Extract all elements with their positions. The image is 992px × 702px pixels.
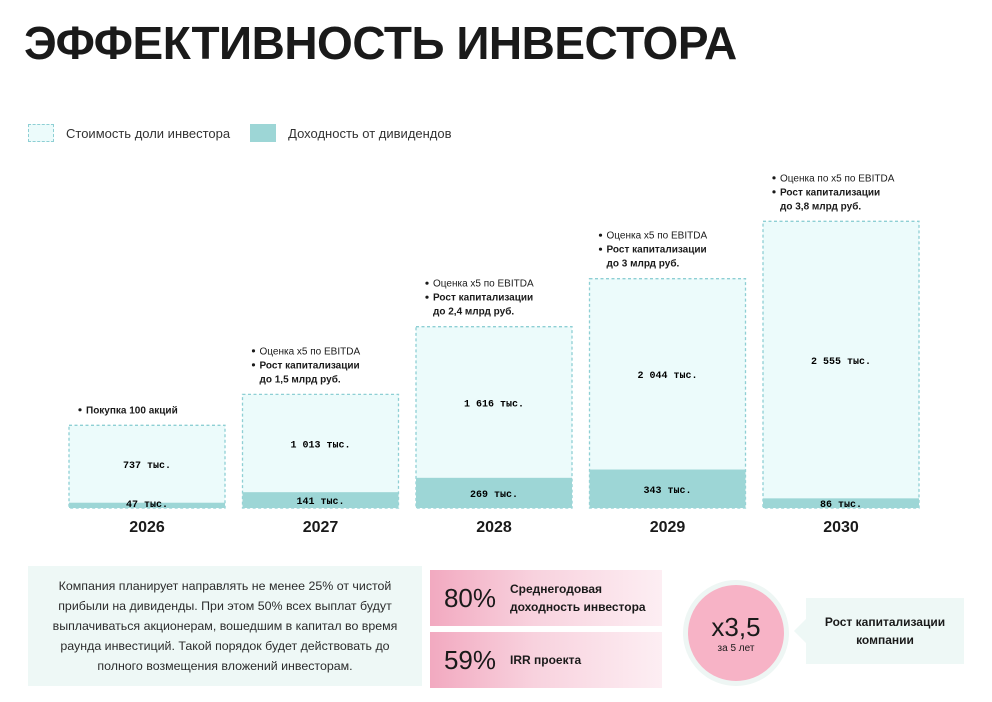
bar-dividends-2028 bbox=[416, 477, 572, 508]
legend-label-dividends: Доходность от дивидендов bbox=[288, 125, 452, 141]
annotation-bullet-2027-2 bbox=[251, 363, 256, 367]
year-label-2027: 2027 bbox=[303, 519, 339, 536]
value-label-2028: 1 616 тыс. bbox=[464, 399, 524, 410]
page-title: ЭФФЕКТИВНОСТЬ ИНВЕСТОРА bbox=[24, 17, 737, 69]
year-label-2026: 2026 bbox=[129, 519, 165, 536]
bar-value-2028 bbox=[415, 326, 573, 509]
value-label-2029: 2 044 тыс. bbox=[637, 371, 697, 382]
year-label-2029: 2029 bbox=[650, 519, 686, 536]
dividend-label-2029: 343 тыс. bbox=[643, 486, 691, 497]
stat-annual-yield: 80% Среднегодовая доходность инвестора bbox=[430, 570, 662, 626]
bar-chart: 737 тыс. 47 тыс. 2026 Покупка 100 акций 1 01… bbox=[68, 173, 920, 536]
annotation-2027-line-3: до 1,5 млрд руб. bbox=[260, 373, 341, 385]
annotation-bullet-2027-1 bbox=[251, 349, 256, 353]
annotation-bullet-2026-1 bbox=[78, 408, 82, 412]
annotation-2030-line-3: до 3,8 млрд руб. bbox=[780, 200, 861, 212]
dividend-label-2026: 47 тыс. bbox=[126, 500, 168, 511]
capitalization-growth-callout: Рост капитализации компании bbox=[794, 598, 964, 664]
multiplier-caption: за 5 лет bbox=[717, 642, 755, 654]
stat-annual-yield-label: Среднегодовая доходность инвестора bbox=[510, 580, 646, 616]
legend-label-value: Стоимость доли инвестора bbox=[66, 125, 231, 141]
legend-swatch-value bbox=[28, 124, 54, 142]
stat-annual-yield-label-line1: Среднегодовая bbox=[510, 582, 603, 596]
chart-legend: Стоимость доли инвестора Доходность от д… bbox=[28, 124, 472, 142]
dividend-policy-text: Компания планирует направлять не менее 2… bbox=[28, 566, 422, 686]
stat-annual-yield-value: 80% bbox=[443, 582, 497, 613]
annotation-2029-line-2: Рост капитализации bbox=[607, 245, 707, 256]
annotation-2027-line-1: Оценка x5 по EBITDA bbox=[260, 346, 361, 357]
year-label-2030: 2030 bbox=[823, 519, 859, 536]
dividend-label-2027: 141 тыс. bbox=[296, 497, 344, 508]
annotation-bullet-2028-1 bbox=[425, 281, 429, 285]
annotation-bullet-2029-1 bbox=[598, 233, 603, 237]
bar-dividends-2027 bbox=[242, 492, 399, 508]
annotation-2026-line-1: Покупка 100 акций bbox=[86, 405, 178, 416]
bar-value-2030 bbox=[762, 220, 920, 509]
value-label-2026: 737 тыс. bbox=[123, 461, 171, 472]
multiplier-badge: x3,5 за 5 лет bbox=[683, 580, 789, 686]
capitalization-growth-line2: компании bbox=[856, 633, 914, 647]
dividend-label-2028: 269 тыс. bbox=[470, 490, 518, 501]
annotation-2028-line-3: до 2,4 млрд руб. bbox=[433, 306, 514, 318]
annotation-bullet-2030-2 bbox=[772, 190, 776, 194]
annotation-2030-line-2: Рост капитализации bbox=[780, 187, 880, 198]
annotation-2028-line-1: Оценка x5 по EBITDA bbox=[433, 279, 534, 290]
bar-dividends-2030 bbox=[763, 498, 919, 508]
bar-dividends-2029 bbox=[589, 469, 746, 508]
annotation-2027-line-2: Рост капитализации bbox=[260, 360, 360, 371]
stat-irr-value: 59% bbox=[443, 644, 497, 675]
annotation-2028-line-2: Рост капитализации bbox=[433, 293, 533, 304]
multiplier-value: x3,5 bbox=[711, 611, 761, 642]
capitalization-growth-line1: Рост капитализации bbox=[824, 615, 946, 629]
year-label-2028: 2028 bbox=[476, 519, 512, 536]
annotation-2030-line-1: Оценка по x5 по EBITDA bbox=[780, 173, 895, 184]
stat-irr-label: IRR проекта bbox=[510, 653, 582, 667]
legend-item-dividends: Доходность от дивидендов bbox=[250, 124, 452, 142]
annotation-bullet-2030-1 bbox=[772, 176, 776, 180]
legend-swatch-dividends bbox=[250, 124, 277, 142]
value-label-2030: 2 555 тыс. bbox=[811, 357, 871, 368]
dividend-label-2030: 86 тыс. bbox=[820, 500, 862, 511]
stat-annual-yield-label-line2: доходность инвестора bbox=[510, 600, 646, 614]
value-label-2027: 1 013 тыс. bbox=[290, 440, 350, 451]
annotation-2029-line-3: до 3 млрд руб. bbox=[607, 258, 680, 270]
legend-item-value: Стоимость доли инвестора bbox=[28, 124, 230, 142]
bar-value-2026 bbox=[68, 424, 226, 509]
annotation-bullet-2029-2 bbox=[598, 247, 603, 251]
bar-value-2027 bbox=[241, 393, 400, 509]
capitalization-growth-text: Рост капитализации компании bbox=[825, 613, 945, 649]
bar-dividends-2026 bbox=[69, 502, 225, 508]
stat-irr: 59% IRR проекта bbox=[430, 632, 662, 688]
annotation-bullet-2028-2 bbox=[425, 295, 429, 299]
annotation-2029-line-1: Оценка x5 по EBITDA bbox=[607, 231, 708, 242]
